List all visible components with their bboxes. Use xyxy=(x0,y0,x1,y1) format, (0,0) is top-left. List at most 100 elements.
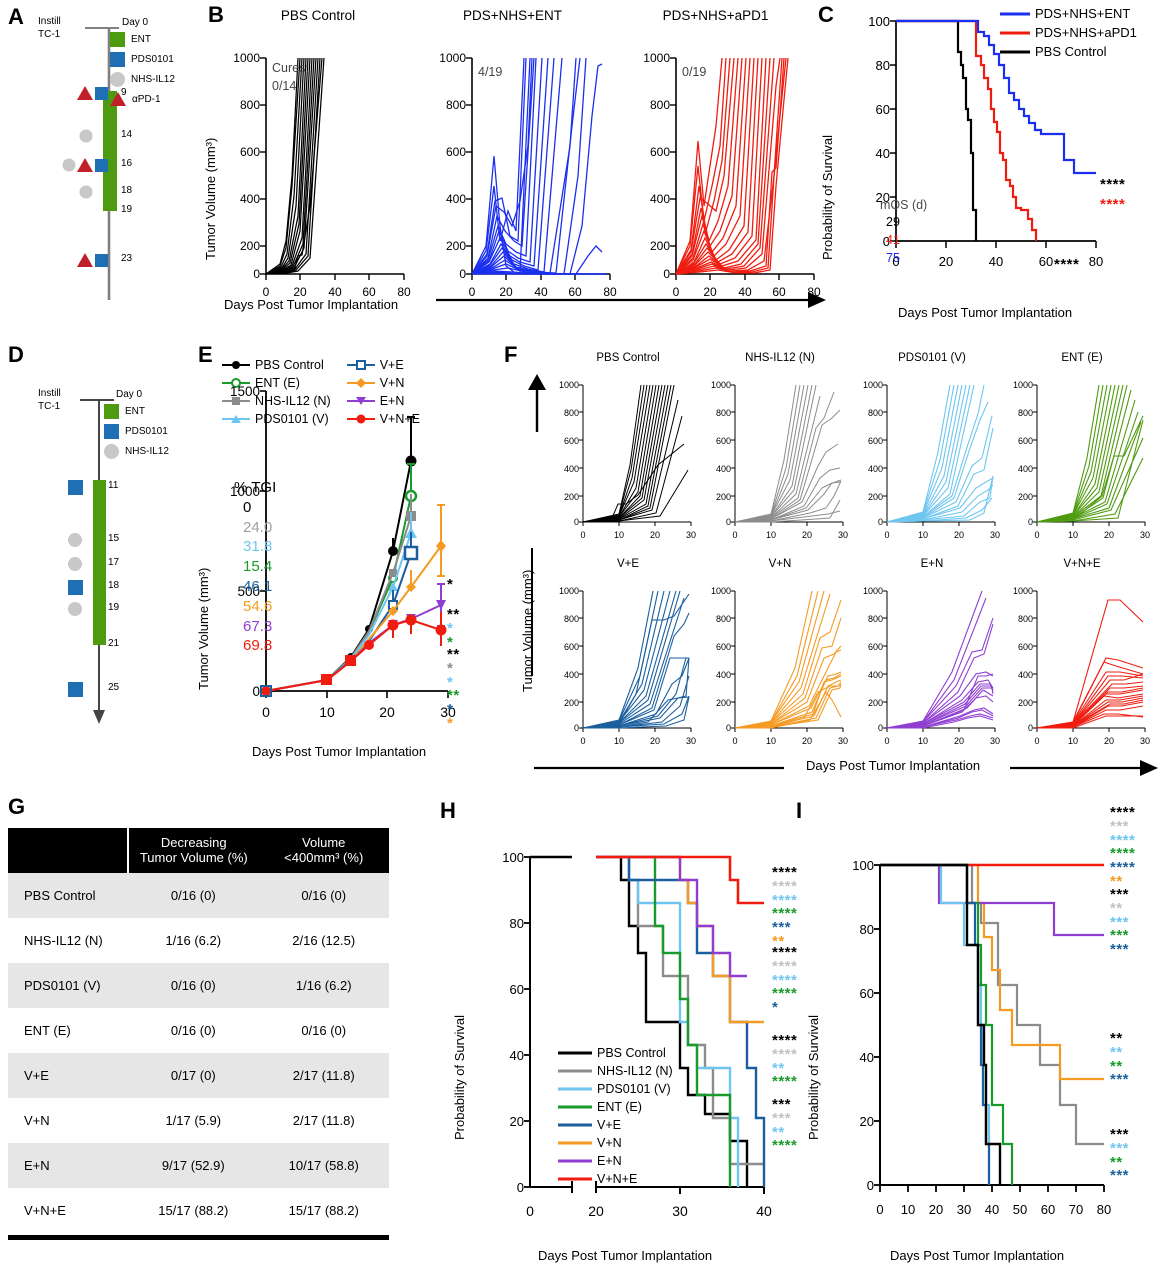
svg-text:1000: 1000 xyxy=(233,51,260,65)
panel-c-mos-apd1: 41 xyxy=(886,233,900,247)
svg-text:1000: 1000 xyxy=(863,380,883,390)
panel-e-tgi-0: 0 xyxy=(243,498,252,516)
nhs-il12-swatch-icon xyxy=(110,72,125,87)
table-row: ENT (E) 0/16 (0) 0/16 (0) xyxy=(8,1008,389,1053)
panel-h-sig-2-2: ** xyxy=(772,1059,785,1077)
svg-text:0: 0 xyxy=(883,234,890,249)
panel-c-chart: 100 80 60 40 20 0 0 20 40 60 80 xyxy=(868,14,1103,269)
panel-h-sig-0-3: **** xyxy=(772,905,798,923)
svg-text:20: 20 xyxy=(650,530,660,540)
panel-i-sig-3-0: *** xyxy=(1110,1126,1130,1143)
panel-h-xlabel: Days Post Tumor Implantation xyxy=(538,1248,713,1263)
marker-open-square-blue-icon xyxy=(346,360,375,370)
svg-text:800: 800 xyxy=(716,408,731,418)
panel-e-sig-vne-3: ** xyxy=(447,687,460,705)
svg-text:0: 0 xyxy=(878,723,883,733)
row-under400-3: 0/16 (0) xyxy=(301,1022,347,1038)
svg-text:40: 40 xyxy=(328,285,342,299)
panel-c-letter: C xyxy=(818,2,834,27)
svg-text:0: 0 xyxy=(574,723,579,733)
svg-text:0: 0 xyxy=(574,517,579,527)
panel-c-sig-1: **** xyxy=(1100,196,1126,213)
svg-text:0: 0 xyxy=(726,723,731,733)
panel-h-legend-label-3: ENT (E) xyxy=(597,1100,642,1114)
svg-text:40: 40 xyxy=(756,1203,772,1219)
marker-filled-triangle-lightblue-icon xyxy=(222,415,250,423)
panel-i-letter: I xyxy=(796,798,803,823)
svg-text:800: 800 xyxy=(868,614,883,624)
svg-text:400: 400 xyxy=(716,464,731,474)
panel-d-day-17: 17 xyxy=(108,557,120,568)
panel-c-legend-item-ent: PDS+NHS+ENT xyxy=(1000,6,1137,21)
svg-text:1000: 1000 xyxy=(559,380,579,390)
panel-f-up-arrow-icon xyxy=(528,374,546,432)
table-header-blank xyxy=(8,828,129,873)
svg-text:600: 600 xyxy=(868,642,883,652)
panel-h-sig-3-0: *** xyxy=(772,1096,792,1113)
svg-text:800: 800 xyxy=(564,614,579,624)
svg-text:500: 500 xyxy=(237,584,260,599)
panel-h-legend-item-2: PDS0101 (V) xyxy=(558,1082,673,1096)
marker-open-circle-green-icon xyxy=(222,378,250,388)
svg-text:400: 400 xyxy=(564,464,579,474)
svg-text:60: 60 xyxy=(1041,1202,1055,1217)
legend-line-purple-icon-h xyxy=(558,1159,592,1163)
svg-text:20: 20 xyxy=(293,285,307,299)
panel-b-chart-ent: 1000 800 600 400 200 0 0 20 40 60 80 xyxy=(439,51,617,299)
legend-line-blue-icon-h xyxy=(558,1123,592,1127)
panel-e-legend-label-6: E+N xyxy=(379,394,405,408)
panel-e-ylabel: Tumor Volume (mm³) xyxy=(196,567,211,690)
panel-i-sig-group-3: *** *** ** *** xyxy=(1110,1126,1130,1183)
svg-text:200: 200 xyxy=(716,698,731,708)
row-label-7: V+N+E xyxy=(24,1202,66,1218)
panel-a-day-14: 14 xyxy=(121,129,133,140)
svg-text:30: 30 xyxy=(672,1203,688,1219)
svg-text:1000: 1000 xyxy=(1013,380,1033,390)
svg-text:20: 20 xyxy=(954,530,964,540)
panel-f-title-4: V+E xyxy=(616,558,640,570)
panel-h-sig-2-0: **** xyxy=(772,1032,798,1049)
panel-h-sig-0-4: *** xyxy=(772,919,792,937)
apd1-triangle-icon xyxy=(110,92,126,106)
svg-text:30: 30 xyxy=(686,530,696,540)
svg-text:1000: 1000 xyxy=(863,586,883,596)
panel-e-legend-item-nhs: NHS-IL12 (N) xyxy=(222,394,331,408)
panel-b-cures-value-2: 0/19 xyxy=(682,65,706,79)
panel-a-legend-label-apd1: αPD-1 xyxy=(132,93,161,105)
svg-text:400: 400 xyxy=(1018,464,1033,474)
svg-text:40: 40 xyxy=(510,1048,524,1063)
svg-text:0: 0 xyxy=(580,736,585,746)
panel-f-chart-4: 1000 800 600 400 200 0 0 10 20 30 xyxy=(559,586,696,746)
svg-text:30: 30 xyxy=(838,530,848,540)
svg-text:10: 10 xyxy=(766,530,776,540)
svg-text:600: 600 xyxy=(446,145,466,159)
row-label-3: ENT (E) xyxy=(24,1022,71,1038)
svg-text:60: 60 xyxy=(1039,254,1053,269)
svg-text:600: 600 xyxy=(1018,436,1033,446)
svg-text:800: 800 xyxy=(650,98,670,112)
panel-i-sig-1-0: *** xyxy=(1110,886,1130,903)
panel-f-title-0: PBS Control xyxy=(596,352,660,364)
svg-text:80: 80 xyxy=(603,285,617,299)
panel-d-day-18: 18 xyxy=(108,580,120,591)
panel-a-legend: ENT PDS0101 NHS-IL12 αPD-1 xyxy=(110,32,175,106)
panel-e-tgi-2: 31.8 xyxy=(243,538,273,556)
svg-text:10: 10 xyxy=(766,736,776,746)
panel-e-xlabel: Days Post Tumor Implantation xyxy=(252,744,427,759)
svg-text:20: 20 xyxy=(650,736,660,746)
table-header-row: Decreasing Tumor Volume (%) Volume <400m… xyxy=(8,828,389,873)
panel-d-day-21: 21 xyxy=(108,638,120,649)
panel-e-sig-en-1: * xyxy=(447,619,454,637)
panel-c-legend-label-1: PDS+NHS+aPD1 xyxy=(1035,25,1137,40)
svg-text:30: 30 xyxy=(686,736,696,746)
svg-text:1000: 1000 xyxy=(439,51,466,65)
table-header-decreasing: Decreasing Tumor Volume (%) xyxy=(127,828,259,873)
panel-d-day-19: 19 xyxy=(108,602,120,613)
row-under400-6: 10/17 (58.8) xyxy=(258,1142,389,1188)
svg-text:0: 0 xyxy=(517,1180,524,1195)
table-header-under400: Volume <400mm³ (%) xyxy=(258,828,389,873)
panel-i-sig-2-3: *** xyxy=(1110,1071,1130,1089)
panel-a-timeline: Instill TC-1 Day 0 9 14 16 18 19 23 xyxy=(38,8,218,308)
svg-text:200: 200 xyxy=(650,239,670,253)
panel-h-legend-label-1: NHS-IL12 (N) xyxy=(597,1064,673,1078)
